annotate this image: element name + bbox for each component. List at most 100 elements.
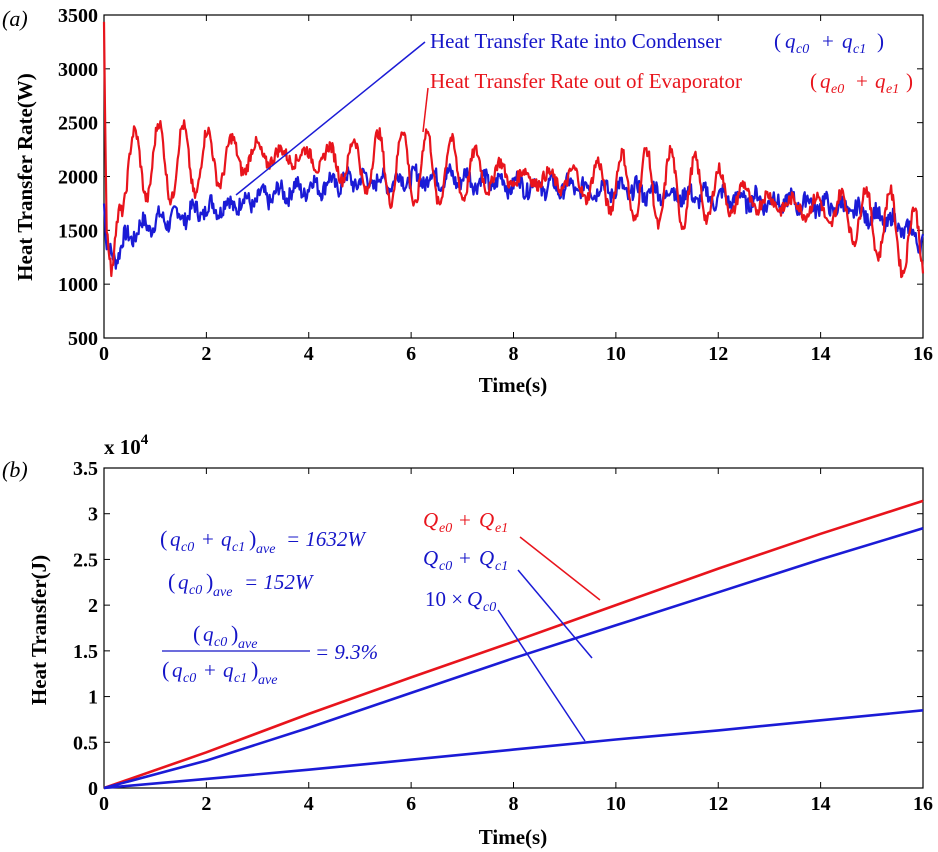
formula1-ave: ave [256, 542, 275, 557]
chart-a-xlabel: Time(s) [479, 373, 547, 397]
x-tick-label: 10 [606, 793, 626, 815]
chart-b-leader-red [519, 536, 601, 601]
y-tick-label: 500 [68, 328, 98, 350]
x-tick-label: 2 [201, 343, 211, 365]
y-tick-label: 3500 [58, 5, 98, 27]
formula2-paren: ) [206, 569, 213, 594]
x-tick-label: 4 [304, 793, 314, 815]
chart-b-leader-blue-1 [517, 569, 593, 659]
x-tick-label: 8 [509, 343, 519, 365]
formula3-num-paren: ) [231, 621, 238, 646]
y-tick-label: 2.5 [73, 549, 98, 571]
formula1-paren: ( [160, 526, 167, 551]
formula3-den-q: q [223, 658, 234, 682]
y-tick-label: 3 [88, 504, 98, 526]
chart-b-label-qc: Q c0 + Q c1 [423, 546, 508, 574]
chart-a-panel-label: (a) [2, 6, 28, 31]
formula3-den-paren: ( [162, 657, 169, 682]
series-line-blue-1 [103, 527, 924, 790]
y-tick-label: 2 [88, 595, 98, 617]
x-tick-label: 14 [811, 343, 831, 365]
x-tick-label: 10 [606, 343, 626, 365]
x-tick-label: 16 [913, 343, 933, 365]
chart-b-leader-blue-2 [497, 609, 586, 742]
y-tick-label: 2000 [58, 167, 98, 189]
annotation-paren-open: ( [774, 29, 781, 53]
x-tick-label: 16 [913, 793, 933, 815]
x-tick-label: 6 [406, 793, 416, 815]
y-tick-label: 1 [88, 687, 98, 709]
x-tick-label: 0 [99, 343, 109, 365]
chart-b-series [103, 499, 924, 790]
x-tick-label: 12 [708, 343, 728, 365]
label-var-Q: Q [479, 508, 494, 532]
annotation-sub: e1 [886, 82, 899, 97]
annotation-var-q: q [820, 69, 831, 93]
annotation-sub: c1 [853, 42, 866, 57]
annotation-paren-close: ) [906, 69, 913, 93]
annotation-paren-close: ) [877, 29, 884, 53]
x-tick-label: 14 [811, 793, 831, 815]
formula3-den-sub: c0 [183, 671, 196, 686]
x-tick-label: 12 [708, 793, 728, 815]
label-var-Q: Q [479, 546, 494, 570]
annotation-sub: c0 [796, 42, 809, 57]
y-tick-label: 2500 [58, 113, 98, 135]
formula1-q: q [170, 527, 181, 551]
formula3-den-q: q [172, 658, 183, 682]
chart-b-multiplier-base: x 10 [104, 435, 141, 459]
formula1-paren: ) [249, 526, 256, 551]
y-tick-label: 0.5 [73, 732, 98, 754]
formula3-num-ave: ave [238, 637, 257, 652]
y-tick-label: 1.5 [73, 641, 98, 663]
chart-a-annotation-condenser: Heat Transfer Rate into Condenser ( q c0… [430, 29, 884, 57]
formula1-sub: c0 [181, 540, 194, 555]
formula1-value: = 1632W [286, 527, 367, 551]
chart-a-annotation-evaporator: Heat Transfer Rate out of Evaporator ( q… [430, 69, 913, 97]
x-tick-label: 4 [304, 343, 314, 365]
formula1-plus: + [202, 527, 214, 551]
annotation-var-q: q [785, 29, 796, 53]
y-tick-label: 0 [88, 778, 98, 800]
annotation-plus: + [822, 29, 834, 53]
x-tick-label: 8 [509, 793, 519, 815]
label-sub: c1 [495, 559, 508, 574]
chart-b-multiplier: x 104 [104, 432, 149, 459]
series-line-blue-0 [102, 163, 925, 270]
label-plus: + [459, 508, 471, 532]
formula3-value: = 9.3% [315, 640, 378, 664]
chart-a: 0 2 4 6 8 10 12 14 16 500 1000 1500 2000 2500 3000 3500… [2, 5, 933, 397]
formula2-sub: c0 [189, 583, 202, 598]
y-tick-label: 1000 [58, 274, 98, 296]
annotation-paren-open: ( [810, 69, 817, 93]
chart-b-label-10qc0: 10 × Q c0 [425, 587, 496, 615]
formula3-num-q: q [203, 622, 214, 646]
chart-a-annotation-condenser-text: Heat Transfer Rate into Condenser [430, 29, 722, 53]
label-var-Q: Q [467, 587, 482, 611]
chart-a-annotation-leader-red [422, 87, 429, 133]
label-var-Q: Q [423, 508, 438, 532]
label-sub: e0 [439, 521, 452, 536]
formula1-sub: c1 [232, 540, 245, 555]
formula2-value: = 152W [244, 570, 315, 594]
formula3-den-paren: ) [251, 657, 258, 682]
label-sub: e1 [495, 521, 508, 536]
chart-b-ticks: 0 2 4 6 8 10 12 14 16 0 0.5 1 1.5 2 2.5 3 3.5 [73, 458, 933, 815]
chart-a-series [102, 21, 925, 279]
x-tick-label: 0 [99, 793, 109, 815]
chart-a-annotation-leader-blue [235, 41, 426, 196]
chart-a-ylabel: Heat Transfer Rate(W) [13, 73, 37, 281]
x-tick-label: 2 [201, 793, 211, 815]
chart-b-xlabel: Time(s) [479, 825, 547, 849]
chart-b-label-qe: Q e0 + Q e1 [423, 508, 508, 536]
chart-a-plot-area [103, 14, 924, 339]
formula2-ave: ave [213, 585, 232, 600]
formula3-den-plus: + [204, 658, 216, 682]
label-ten: 10 × [425, 587, 463, 611]
formula3-num-sub: c0 [214, 635, 227, 650]
formula2-paren: ( [168, 569, 175, 594]
chart-a-ticks: 0 2 4 6 8 10 12 14 16 500 1000 1500 2000 2500 3000 3500 [58, 5, 933, 365]
annotation-sub: e0 [831, 82, 844, 97]
label-var-Q: Q [423, 546, 438, 570]
